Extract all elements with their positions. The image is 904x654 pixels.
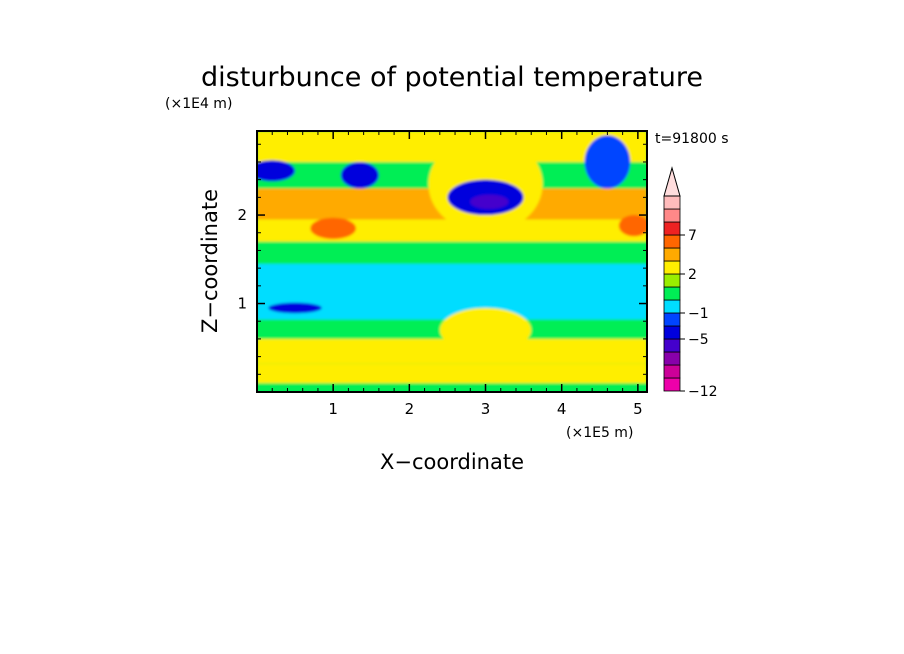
- y-unit-label: (×1E4 m): [165, 96, 232, 112]
- y-axis-label: Z−coordinate: [198, 189, 222, 333]
- colorbar-swatch-4: [663, 325, 681, 340]
- colorbar-tick-label-1: −5: [688, 332, 709, 348]
- contour-feature-5: [618, 215, 647, 237]
- colorbar-swatch-5: [663, 312, 681, 327]
- contour-feature-2: [470, 194, 509, 209]
- colorbar-swatch-3: [663, 338, 681, 353]
- x-tick-label-0: 1: [328, 400, 338, 418]
- contour-band-1: [257, 363, 647, 384]
- colorbar-swatch-2: [663, 351, 681, 366]
- y-axis: 12: [237, 143, 647, 375]
- contour-band-4: [257, 263, 647, 320]
- x-tick-label-3: 4: [557, 400, 567, 418]
- colorbar-swatch-9: [663, 260, 681, 275]
- x-tick-label-4: 5: [633, 400, 643, 418]
- colorbar-extend-arrow: [663, 166, 681, 197]
- colorbar-swatch-12: [663, 221, 681, 236]
- colorbar-swatch-6: [663, 299, 681, 314]
- colorbar-swatch-11: [663, 234, 681, 249]
- colorbar: −12−5−127: [663, 166, 718, 400]
- colorbar-swatch-10: [663, 247, 681, 262]
- chart-title: disturbunce of potential temperature: [201, 62, 703, 93]
- plot-area: [257, 131, 647, 392]
- colorbar-tick-label-0: −12: [688, 384, 718, 400]
- contour-feature-8: [268, 302, 322, 314]
- contour-feature-6: [310, 217, 357, 239]
- y-tick-label-0: 1: [237, 295, 247, 313]
- contour-feature-7: [439, 307, 532, 353]
- x-unit-label: (×1E5 m): [566, 425, 633, 441]
- x-axis: 1 2 3 4 5: [271, 131, 643, 418]
- contour-feature-4: [340, 161, 379, 189]
- x-tick-label-2: 3: [481, 400, 491, 418]
- colorbar-tick-label-2: −1: [688, 306, 709, 322]
- y-tick-label-1: 2: [237, 206, 247, 224]
- plot-frame: [256, 130, 648, 393]
- colorbar-swatch-1: [663, 364, 681, 379]
- colorbar-swatch-13: [663, 208, 681, 223]
- colorbar-swatch-8: [663, 273, 681, 288]
- colorbar-tick-label-4: 7: [688, 228, 697, 244]
- x-tick-label-1: 2: [405, 400, 415, 418]
- contour-band-5: [257, 241, 647, 264]
- time-label: t=91800 s: [655, 131, 729, 147]
- colorbar-tick-label-3: 2: [688, 267, 697, 283]
- x-axis-label: X−coordinate: [380, 450, 524, 474]
- colorbar-swatch-14: [663, 195, 681, 210]
- contour-feature-3: [257, 160, 296, 182]
- contour-feature-9: [584, 135, 631, 189]
- colorbar-swatch-7: [663, 286, 681, 301]
- contour-field: [257, 131, 647, 392]
- colorbar-swatch-0: [663, 377, 681, 392]
- contour-band-0: [257, 383, 647, 392]
